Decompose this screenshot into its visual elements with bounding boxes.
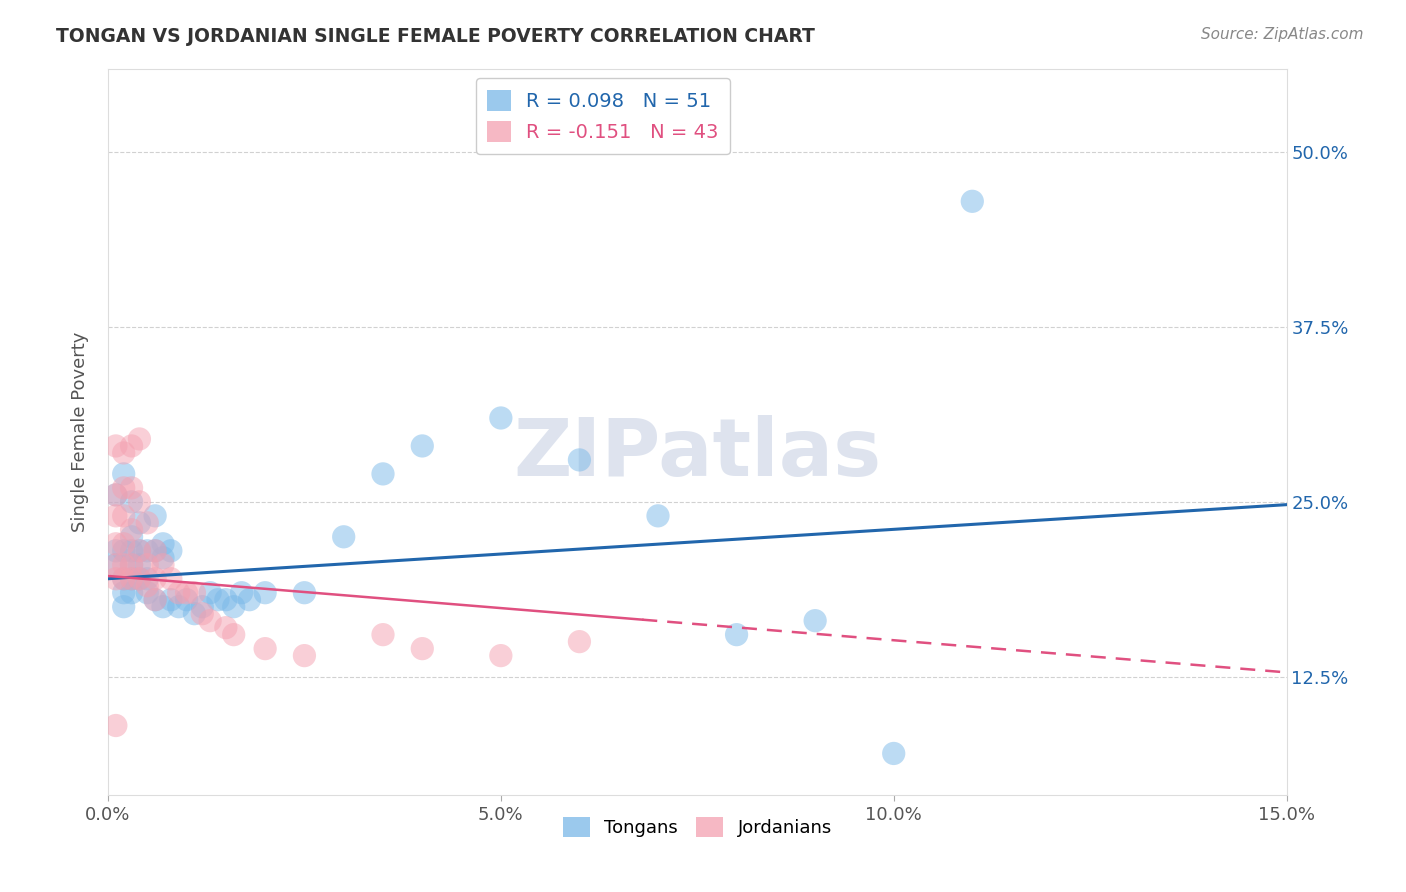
Text: ZIPatlas: ZIPatlas (513, 415, 882, 492)
Point (128, 432, 150, 446)
Point (231, 585, 253, 599)
Point (143, 543, 166, 558)
Point (121, 572, 143, 586)
Point (121, 481, 143, 495)
Point (160, 592, 183, 607)
Point (176, 585, 198, 599)
Point (112, 481, 135, 495)
Point (152, 550, 174, 565)
Point (121, 558, 143, 572)
Point (191, 607, 214, 621)
Point (104, 508, 127, 523)
Point (112, 558, 135, 572)
Point (647, 508, 669, 523)
Point (183, 585, 205, 599)
Point (128, 543, 150, 558)
Point (962, 194, 984, 209)
Point (112, 508, 135, 523)
Point (136, 516, 159, 530)
Point (371, 467, 394, 481)
Point (198, 614, 221, 628)
Point (215, 592, 238, 607)
Point (136, 558, 159, 572)
Point (143, 508, 166, 523)
Point (725, 627, 748, 641)
Point (104, 558, 127, 572)
Point (104, 558, 127, 572)
Point (112, 537, 135, 551)
Point (104, 488, 127, 502)
Point (128, 495, 150, 509)
Point (176, 592, 198, 607)
Point (121, 495, 143, 509)
Point (136, 579, 159, 593)
Point (489, 411, 512, 425)
Point (112, 572, 135, 586)
Point (254, 641, 277, 656)
Point (883, 747, 905, 761)
Point (207, 592, 229, 607)
Point (152, 558, 174, 572)
Point (121, 523, 143, 537)
Point (112, 467, 135, 481)
Point (112, 585, 135, 599)
Point (112, 572, 135, 586)
Point (136, 543, 159, 558)
Point (136, 585, 159, 599)
Point (371, 627, 394, 641)
Point (112, 446, 135, 460)
Point (121, 585, 143, 599)
Point (121, 543, 143, 558)
Point (294, 648, 316, 663)
Point (160, 543, 183, 558)
Point (121, 439, 143, 453)
Point (222, 599, 245, 614)
Point (143, 592, 166, 607)
Point (121, 572, 143, 586)
Point (143, 592, 166, 607)
Point (167, 585, 190, 599)
Point (121, 558, 143, 572)
Point (128, 572, 150, 586)
Point (152, 537, 174, 551)
Point (215, 621, 238, 635)
Point (104, 488, 127, 502)
Point (222, 627, 245, 641)
Legend: Tongans, Jordanians: Tongans, Jordanians (555, 810, 839, 845)
Point (489, 648, 512, 663)
Point (238, 592, 260, 607)
Point (104, 718, 127, 732)
Point (143, 572, 166, 586)
Point (128, 572, 150, 586)
Point (160, 572, 183, 586)
Point (128, 558, 150, 572)
Point (152, 599, 174, 614)
Point (104, 537, 127, 551)
Point (128, 516, 150, 530)
Point (198, 585, 221, 599)
Point (332, 530, 354, 544)
Point (167, 599, 190, 614)
Point (568, 634, 591, 648)
Point (128, 543, 150, 558)
Point (112, 599, 135, 614)
Point (104, 572, 127, 586)
Point (112, 543, 135, 558)
Point (804, 614, 827, 628)
Point (183, 607, 205, 621)
Point (568, 453, 591, 467)
Point (104, 439, 127, 453)
Point (411, 439, 433, 453)
Point (143, 543, 166, 558)
Point (411, 641, 433, 656)
Point (136, 572, 159, 586)
Point (104, 543, 127, 558)
Point (254, 585, 277, 599)
Y-axis label: Single Female Poverty: Single Female Poverty (72, 332, 89, 533)
Text: TONGAN VS JORDANIAN SINGLE FEMALE POVERTY CORRELATION CHART: TONGAN VS JORDANIAN SINGLE FEMALE POVERT… (56, 27, 815, 45)
Text: Source: ZipAtlas.com: Source: ZipAtlas.com (1201, 27, 1364, 42)
Point (294, 585, 316, 599)
Point (121, 530, 143, 544)
Point (191, 599, 214, 614)
